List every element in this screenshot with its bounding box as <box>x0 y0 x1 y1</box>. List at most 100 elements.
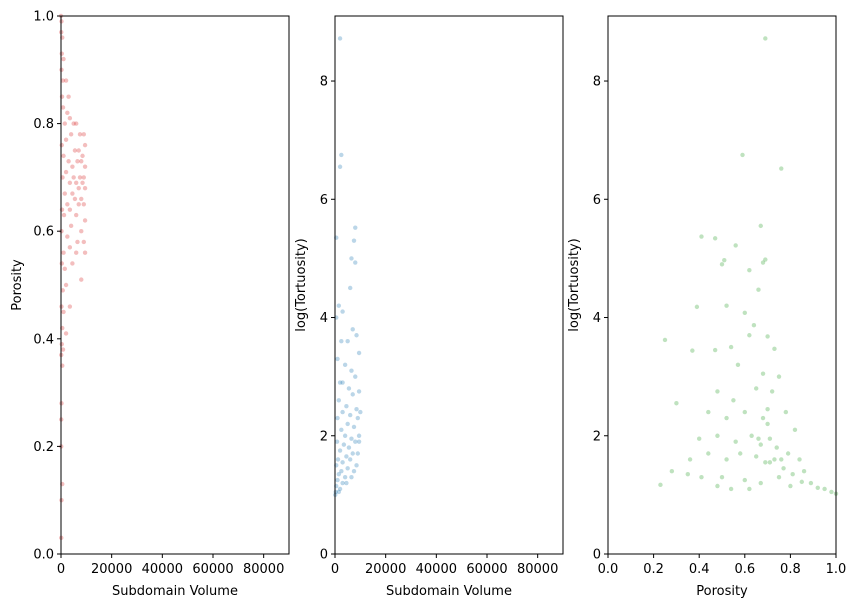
data-point <box>715 389 720 394</box>
data-point <box>724 415 729 421</box>
data-point <box>356 389 362 394</box>
data-point <box>63 169 69 175</box>
x-tick-label: 80000 <box>243 562 284 577</box>
data-point <box>697 436 702 441</box>
data-point <box>62 266 67 272</box>
data-point <box>339 338 344 344</box>
data-point <box>797 457 802 462</box>
data-point <box>82 142 88 148</box>
data-point <box>77 175 83 180</box>
data-point <box>749 433 754 438</box>
data-point <box>353 374 358 379</box>
data-point <box>715 483 720 489</box>
data-point <box>59 19 64 24</box>
data-point <box>340 380 345 385</box>
data-point <box>337 380 343 385</box>
data-point <box>779 457 784 462</box>
data-point <box>351 424 357 430</box>
data-point <box>346 386 352 391</box>
data-point <box>353 225 358 230</box>
data-point <box>59 94 65 99</box>
data-point <box>747 333 752 338</box>
data-point <box>783 409 789 415</box>
data-point <box>765 421 770 427</box>
data-point <box>72 196 78 202</box>
data-point <box>335 477 340 483</box>
data-point <box>351 238 357 243</box>
data-point <box>67 304 73 309</box>
data-point <box>706 409 711 415</box>
data-point <box>758 442 763 447</box>
data-point <box>67 116 73 121</box>
data-point <box>785 451 791 456</box>
data-point <box>336 303 341 308</box>
x-tick-label: 40000 <box>142 562 183 577</box>
data-point <box>719 474 725 480</box>
data-point <box>335 457 341 462</box>
data-point <box>658 482 663 488</box>
x-tick-label: 0.2 <box>643 562 664 577</box>
data-point <box>65 234 70 239</box>
axes-frame <box>60 15 290 555</box>
data-point <box>808 480 814 486</box>
data-point <box>356 433 362 438</box>
data-point <box>724 457 729 462</box>
data-point <box>79 229 84 234</box>
data-point <box>59 261 64 266</box>
data-point <box>733 439 738 444</box>
data-point <box>81 202 87 207</box>
x-tick-label: 0 <box>331 562 339 577</box>
data-point <box>758 223 763 229</box>
data-point <box>81 175 87 180</box>
data-point <box>74 121 79 126</box>
y-tick-label: 0 <box>593 548 601 563</box>
subplot-1: 0 20000 40000 60000 80000 0.0 0.2 0.4 0.6 0.8 1.0 S… <box>10 10 290 599</box>
subplot-3: 0.0 0.2 0.4 0.6 0.8 1.0 0 2 4 6 8 Porosity log(Tortu… <box>567 15 846 599</box>
data-point <box>662 337 668 343</box>
data-point <box>340 309 345 314</box>
x-axis-label: Porosity <box>696 584 748 599</box>
data-point <box>82 164 88 169</box>
data-point <box>742 409 747 415</box>
y-tick-label: 2 <box>593 429 601 444</box>
data-point <box>75 159 80 164</box>
axes-frame <box>607 15 837 555</box>
data-point <box>340 460 345 465</box>
data-point <box>79 196 84 202</box>
scatter-points <box>58 13 88 541</box>
data-point <box>754 386 759 391</box>
data-point <box>767 460 773 465</box>
data-point <box>75 239 80 245</box>
data-point <box>71 175 76 180</box>
data-point <box>339 427 344 433</box>
data-point <box>722 257 727 263</box>
x-tick-label: 0 <box>57 562 65 577</box>
data-point <box>67 180 73 185</box>
data-point <box>724 303 729 308</box>
data-point <box>335 356 340 362</box>
data-point <box>733 243 738 248</box>
data-point <box>79 277 84 282</box>
data-point <box>76 202 81 207</box>
data-point <box>67 207 73 212</box>
data-point <box>77 132 83 137</box>
data-point <box>758 480 763 486</box>
y-tick-label: 0 <box>320 548 328 563</box>
y-tick-label: 6 <box>593 193 601 208</box>
data-point <box>60 288 65 293</box>
data-point <box>63 282 69 288</box>
data-point <box>59 401 64 406</box>
data-point <box>349 474 354 480</box>
data-point <box>738 451 743 456</box>
data-point <box>76 185 81 191</box>
data-point <box>351 469 357 474</box>
data-point <box>350 451 355 456</box>
data-point <box>348 412 353 418</box>
data-point <box>348 285 353 291</box>
y-tick-label: 0.2 <box>33 440 54 455</box>
data-point <box>779 166 784 171</box>
data-point <box>345 421 350 427</box>
x-axis-label: Subdomain Volume <box>112 584 238 599</box>
data-point <box>342 433 348 438</box>
